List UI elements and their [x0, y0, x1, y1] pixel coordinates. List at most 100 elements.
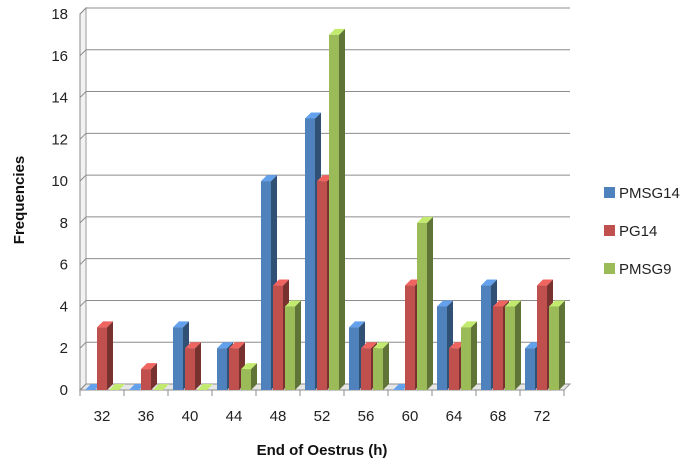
bar	[141, 363, 157, 390]
bar-top	[305, 112, 321, 119]
legend-label: PMSG9	[619, 261, 672, 278]
bar-top	[537, 279, 553, 286]
bar-front	[349, 327, 359, 390]
x-tick-label: 52	[314, 408, 331, 425]
bar-top	[229, 342, 245, 349]
bar	[461, 321, 477, 390]
bar-front	[305, 118, 315, 390]
gridline	[79, 258, 570, 266]
bar-top	[549, 300, 565, 307]
bar-side	[515, 300, 521, 390]
y-tick-label: 10	[51, 173, 68, 190]
bar-front	[273, 285, 283, 390]
bar-side	[107, 321, 113, 390]
x-tick-label: 72	[534, 408, 551, 425]
y-axis-ticks: 0 2 4 6 8 10 12 14 16 18	[51, 6, 68, 399]
bar-front	[329, 34, 339, 391]
chart-back-wall	[79, 6, 87, 392]
x-tick-label: 56	[358, 408, 375, 425]
legend-label: PMSG14	[619, 185, 680, 202]
bar-side	[427, 216, 433, 390]
bars	[85, 28, 565, 391]
bar	[109, 384, 125, 390]
bar-side	[251, 363, 257, 390]
y-tick-label: 4	[60, 298, 68, 315]
bar-front	[481, 285, 491, 390]
bar-front	[493, 306, 503, 390]
bar-top	[505, 300, 521, 307]
legend-item: PMSG9	[604, 261, 672, 278]
bar	[417, 216, 433, 390]
bar-front	[417, 222, 427, 390]
bar-front	[317, 181, 327, 390]
bar-front	[449, 348, 459, 390]
bar-front	[217, 348, 227, 390]
y-tick-label: 12	[51, 131, 68, 148]
bar-front	[141, 369, 151, 390]
x-tick-label: 36	[138, 408, 155, 425]
legend-item: PMSG14	[604, 185, 680, 202]
bar-top	[481, 279, 497, 286]
legend-swatch	[604, 225, 615, 236]
bar-front	[261, 181, 271, 390]
gridline	[79, 49, 570, 57]
bar-front	[285, 306, 295, 390]
bar-front	[241, 369, 251, 390]
bar-front	[373, 348, 383, 390]
bar	[197, 384, 213, 390]
y-tick-label: 0	[60, 382, 68, 399]
bar	[285, 300, 301, 390]
bar-front	[97, 327, 107, 390]
bar-side	[471, 321, 477, 390]
x-tick-label: 68	[490, 408, 507, 425]
bar-top	[349, 321, 365, 328]
gridline	[79, 216, 570, 224]
bar	[241, 363, 257, 390]
bar-front	[229, 348, 239, 390]
bar-top	[285, 300, 301, 307]
y-tick-label: 14	[51, 90, 68, 107]
legend: PMSG14 PG14 PMSG9	[604, 185, 680, 278]
bar-top	[461, 321, 477, 328]
x-tick-label: 40	[182, 408, 199, 425]
y-tick-label: 6	[60, 257, 68, 274]
bar-front	[185, 348, 195, 390]
bar-side	[339, 28, 345, 391]
bar-front	[537, 285, 547, 390]
bar-front	[461, 327, 471, 390]
bar-top	[153, 384, 169, 390]
bar-top	[241, 363, 257, 370]
x-tick-label: 60	[402, 408, 419, 425]
bar-side	[295, 300, 301, 390]
bar-side	[151, 363, 157, 390]
y-axis-title: Frequencies	[11, 156, 28, 244]
bar	[329, 28, 345, 391]
y-tick-label: 2	[60, 340, 68, 357]
bar-side	[383, 342, 389, 390]
y-tick-label: 8	[60, 215, 68, 232]
x-tick-label: 48	[270, 408, 287, 425]
legend-label: PG14	[619, 223, 657, 240]
x-tick-label: 64	[446, 408, 463, 425]
x-axis-ticks: 32 36 40 44 48 52 56 60 64 68 72	[79, 390, 565, 425]
bar	[549, 300, 565, 390]
bar-top	[329, 28, 345, 35]
legend-swatch	[604, 187, 615, 198]
x-tick-label: 32	[94, 408, 111, 425]
bar-front	[505, 306, 515, 390]
bar	[153, 384, 169, 390]
bar-front	[549, 306, 559, 390]
bar-top	[173, 321, 189, 328]
bar-top	[273, 279, 289, 286]
bar-side	[195, 342, 201, 390]
bar-top	[141, 363, 157, 370]
bar-front	[405, 285, 415, 390]
bar-top	[217, 342, 233, 349]
bar-top	[261, 175, 277, 182]
bar	[373, 342, 389, 390]
bar-front	[525, 348, 535, 390]
x-tick-label: 44	[226, 408, 243, 425]
gridline	[79, 132, 570, 140]
x-axis-title: End of Oestrus (h)	[257, 442, 388, 459]
